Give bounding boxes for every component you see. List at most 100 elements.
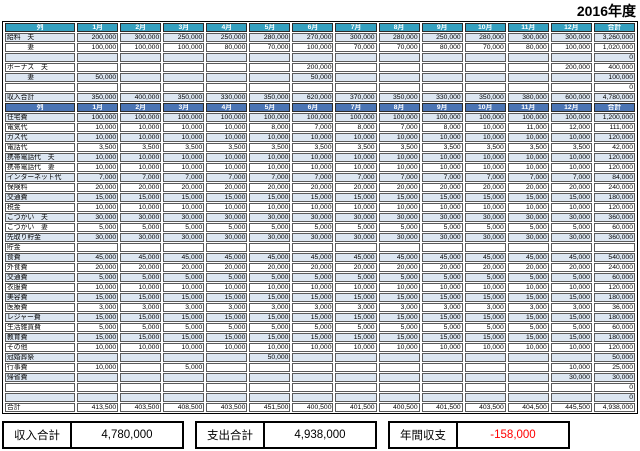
month-value-cell: 10,000 xyxy=(507,343,549,352)
month-value-cell xyxy=(120,53,162,62)
expense-section: 列 1月 2月 3月 4月 5月 6月 7月 8月 9月 10月 11月 12月 合計 住宅費 100,000… xyxy=(5,103,635,412)
column-header-item: 列 xyxy=(5,103,76,112)
month-value-cell xyxy=(550,53,592,62)
month-value-cell: 15,000 xyxy=(378,293,420,302)
month-value-cell: 15,000 xyxy=(507,333,549,342)
month-value-cell: 20,000 xyxy=(378,263,420,272)
month-value-cell: 3,500 xyxy=(120,143,162,152)
month-value-cell: 15,000 xyxy=(335,193,377,202)
month-value-cell: 30,000 xyxy=(335,233,377,242)
month-value-cell: 15,000 xyxy=(292,333,334,342)
month-value-cell: 10,000 xyxy=(550,363,592,372)
month-value-cell xyxy=(464,383,506,392)
month-value-cell: 100,000 xyxy=(550,43,592,52)
month-value-cell: 270,000 xyxy=(292,33,334,42)
month-value-cell xyxy=(206,353,248,362)
month-value-cell xyxy=(421,363,463,372)
month-value-cell: 11,000 xyxy=(507,123,549,132)
month-value-cell: 3,000 xyxy=(378,303,420,312)
month-value-cell: 10,000 xyxy=(335,153,377,162)
month-value-cell: 10,000 xyxy=(335,203,377,212)
month-value-cell: 10,000 xyxy=(163,283,205,292)
month-value-cell: 15,000 xyxy=(120,193,162,202)
month-value-cell xyxy=(421,393,463,402)
month-value-cell: 3,500 xyxy=(249,143,291,152)
month-value-cell: 330,000 xyxy=(421,93,463,102)
column-header-month: 8月 xyxy=(378,23,420,32)
row-total-cell: 540,000 xyxy=(593,253,635,262)
month-value-cell: 10,000 xyxy=(77,363,119,372)
month-value-cell: 250,000 xyxy=(421,33,463,42)
month-value-cell: 100,000 xyxy=(120,43,162,52)
month-value-cell xyxy=(421,73,463,82)
column-header-month: 12月 xyxy=(550,23,592,32)
month-value-cell: 30,000 xyxy=(163,213,205,222)
month-value-cell: 3,000 xyxy=(421,303,463,312)
month-value-cell: 3,000 xyxy=(163,303,205,312)
month-value-cell xyxy=(335,73,377,82)
month-value-cell xyxy=(206,73,248,82)
month-value-cell xyxy=(249,363,291,372)
month-value-cell xyxy=(335,353,377,362)
column-header-month: 4月 xyxy=(206,23,248,32)
month-value-cell xyxy=(507,373,549,382)
month-value-cell: 350,000 xyxy=(249,93,291,102)
month-value-cell: 15,000 xyxy=(120,313,162,322)
month-value-cell: 3,000 xyxy=(464,303,506,312)
month-value-cell: 3,000 xyxy=(550,303,592,312)
table-row: 保険料 20,000 20,000 20,000 20,000 20,000 20,000 2… xyxy=(5,183,635,192)
row-label: 医療費 xyxy=(5,303,76,312)
month-value-cell: 10,000 xyxy=(249,203,291,212)
row-label: 生活雑貨費 xyxy=(5,323,76,332)
month-value-cell: 20,000 xyxy=(335,183,377,192)
month-value-cell: 45,000 xyxy=(163,253,205,262)
table-row: 携帯電話代 妻 10,000 10,000 10,000 10,000 10,000 10,… xyxy=(5,163,635,172)
row-total-cell: 4,780,000 xyxy=(593,93,635,102)
month-value-cell xyxy=(249,73,291,82)
month-value-cell: 15,000 xyxy=(421,333,463,342)
month-value-cell: 15,000 xyxy=(464,313,506,322)
month-value-cell: 3,500 xyxy=(163,143,205,152)
row-total-cell: 60,000 xyxy=(593,223,635,232)
month-value-cell: 10,000 xyxy=(77,123,119,132)
row-label: こづかい 夫 xyxy=(5,213,76,222)
month-value-cell: 15,000 xyxy=(378,193,420,202)
column-header-month: 11月 xyxy=(507,103,549,112)
month-value-cell: 3,500 xyxy=(292,143,334,152)
month-value-cell xyxy=(507,83,549,92)
month-value-cell xyxy=(206,53,248,62)
month-value-cell: 200,000 xyxy=(292,63,334,72)
month-value-cell xyxy=(507,243,549,252)
table-row: 収入合計 350,000 400,000 350,000 330,000 350,000 6… xyxy=(5,93,635,102)
table-row: 食費 45,000 45,000 45,000 45,000 45,000 45,000 45… xyxy=(5,253,635,262)
month-value-cell: 15,000 xyxy=(550,313,592,322)
month-value-cell xyxy=(550,73,592,82)
expense-total-value: 4,938,000 xyxy=(294,429,346,441)
month-value-cell xyxy=(464,63,506,72)
row-label: 妻 xyxy=(5,43,76,52)
month-value-cell: 45,000 xyxy=(292,253,334,262)
column-header-month: 5月 xyxy=(249,103,291,112)
month-value-cell: 100,000 xyxy=(77,113,119,122)
month-value-cell: 10,000 xyxy=(464,153,506,162)
month-value-cell: 7,000 xyxy=(421,173,463,182)
month-value-cell: 5,000 xyxy=(163,323,205,332)
month-value-cell: 350,000 xyxy=(77,93,119,102)
month-value-cell: 10,000 xyxy=(507,203,549,212)
month-value-cell xyxy=(249,53,291,62)
month-value-cell: 5,000 xyxy=(292,273,334,282)
month-value-cell: 15,000 xyxy=(421,313,463,322)
month-value-cell: 10,000 xyxy=(120,153,162,162)
month-value-cell: 200,000 xyxy=(77,33,119,42)
month-value-cell: 15,000 xyxy=(378,333,420,342)
month-value-cell: 15,000 xyxy=(249,193,291,202)
month-value-cell: 5,000 xyxy=(77,323,119,332)
table-row: こづかい 夫 30,000 30,000 30,000 30,000 30,000 30,0… xyxy=(5,213,635,222)
month-value-cell xyxy=(507,393,549,402)
month-value-cell xyxy=(464,353,506,362)
month-value-cell: 620,000 xyxy=(292,93,334,102)
month-value-cell xyxy=(163,73,205,82)
month-value-cell: 15,000 xyxy=(120,293,162,302)
month-value-cell xyxy=(335,243,377,252)
month-value-cell: 5,000 xyxy=(550,223,592,232)
